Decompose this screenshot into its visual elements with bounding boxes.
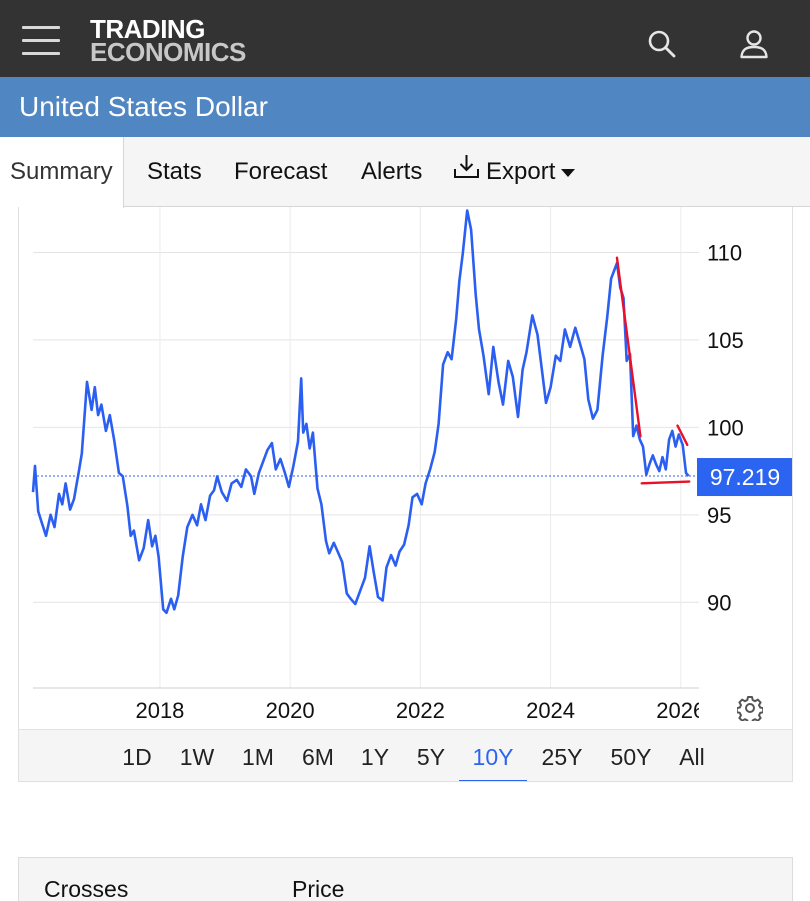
y-tick-label: 90 <box>707 590 731 615</box>
download-icon <box>453 138 480 208</box>
range-50y-button[interactable]: 50Y <box>610 744 652 770</box>
range-10y-button[interactable]: 10Y <box>472 744 514 770</box>
column-header-price: Price <box>292 876 345 901</box>
trendline[interactable] <box>615 256 642 438</box>
hamburger-menu-icon[interactable] <box>22 26 60 56</box>
x-tick-label: 2024 <box>526 698 575 723</box>
tab-stats-label: Stats <box>147 158 202 185</box>
chevron-down-icon <box>561 168 576 177</box>
current-value-label: 97.219 <box>710 464 780 490</box>
x-tick-label: 2022 <box>396 698 445 723</box>
tab-alerts[interactable]: Alerts <box>361 137 422 207</box>
tab-export-label: Export <box>486 158 556 185</box>
range-all-button[interactable]: All <box>679 744 705 770</box>
price-chart[interactable]: 90 95 100 105 110 2018 2020 2022 2024 2026 97.219 <box>19 207 793 729</box>
tab-stats[interactable]: Stats <box>147 137 202 207</box>
range-1y-button[interactable]: 1Y <box>360 744 390 770</box>
tab-summary-label: Summary <box>10 158 113 185</box>
range-5y-button[interactable]: 5Y <box>416 744 446 770</box>
column-header-crosses: Crosses <box>44 876 129 901</box>
time-range-bar: 1D 1W 1M 6M 1Y 5Y 10Y 25Y 50Y All <box>19 729 792 781</box>
logo-line-1: TRADING <box>90 14 205 44</box>
title-bar: United States Dollar <box>0 77 810 137</box>
logo[interactable]: TRADING ECONOMICS <box>90 14 246 67</box>
x-tick-label: 2026 <box>656 698 705 723</box>
y-tick-label: 105 <box>707 328 744 353</box>
crosses-table-header: Crosses Price <box>18 857 793 901</box>
current-value-badge: 97.219 <box>697 458 792 497</box>
tab-alerts-label: Alerts <box>361 158 423 185</box>
chart-panel: 90 95 100 105 110 2018 2020 2022 2024 2026 97.219… <box>18 207 793 782</box>
tab-forecast-label: Forecast <box>234 158 328 185</box>
tab-bar: Summary Stats Forecast Alerts Export <box>0 137 810 208</box>
top-bar: TRADING ECONOMICS <box>0 0 810 77</box>
range-6m-button[interactable]: 6M <box>302 744 334 770</box>
trendline[interactable] <box>676 424 689 447</box>
page-title: United States Dollar <box>19 91 269 122</box>
y-tick-label: 110 <box>707 240 742 265</box>
series-line <box>31 209 690 615</box>
tab-forecast[interactable]: Forecast <box>234 137 327 207</box>
y-tick-label: 95 <box>707 503 731 528</box>
active-range-indicator <box>459 780 527 781</box>
range-25y-button[interactable]: 25Y <box>541 744 583 770</box>
range-1d-button[interactable]: 1D <box>122 744 152 770</box>
y-tick-label: 100 <box>707 415 744 440</box>
x-tick-label: 2020 <box>266 698 315 723</box>
user-icon[interactable] <box>738 28 770 60</box>
tab-export[interactable]: Export <box>453 137 576 208</box>
logo-line-2: ECONOMICS <box>90 37 246 67</box>
range-1m-button[interactable]: 1M <box>242 744 274 770</box>
x-tick-label: 2018 <box>135 698 184 723</box>
trendline[interactable] <box>640 480 691 485</box>
gear-icon[interactable] <box>735 695 765 725</box>
range-1w-button[interactable]: 1W <box>179 744 215 770</box>
tab-summary[interactable]: Summary <box>0 137 124 208</box>
search-icon[interactable] <box>646 28 678 60</box>
